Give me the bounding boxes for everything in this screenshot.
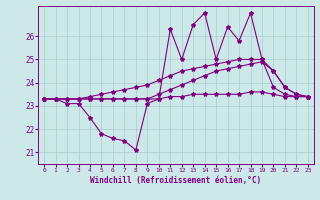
X-axis label: Windchill (Refroidissement éolien,°C): Windchill (Refroidissement éolien,°C) — [91, 176, 261, 185]
